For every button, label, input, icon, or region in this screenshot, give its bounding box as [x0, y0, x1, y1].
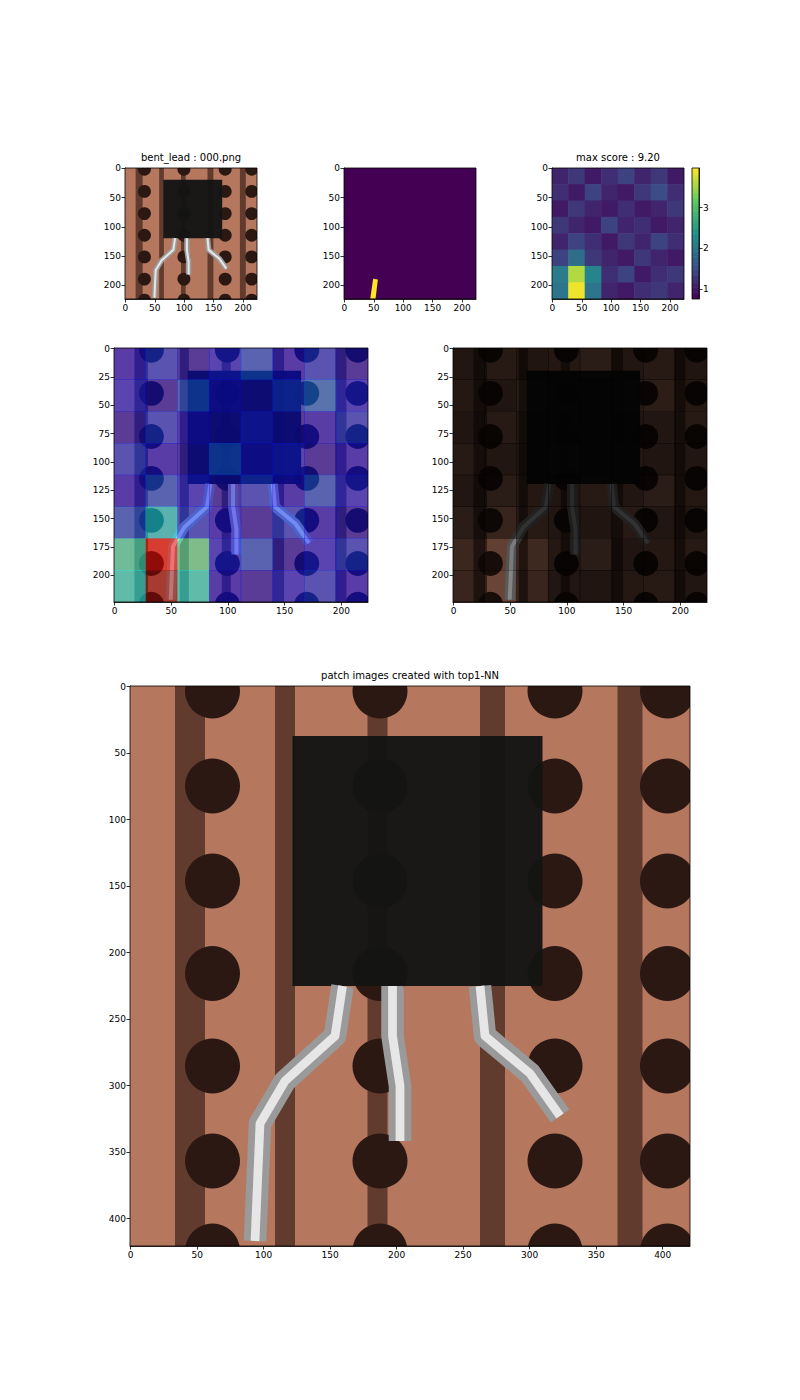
- svg-text:200: 200: [454, 303, 471, 313]
- svg-text:0: 0: [334, 163, 340, 173]
- svg-text:300: 300: [521, 1250, 538, 1260]
- svg-text:150: 150: [432, 514, 449, 524]
- svg-text:150: 150: [632, 303, 649, 313]
- svg-text:75: 75: [438, 429, 449, 439]
- svg-text:100: 100: [323, 222, 340, 232]
- svg-text:250: 250: [109, 1014, 126, 1024]
- svg-text:350: 350: [588, 1250, 605, 1260]
- svg-text:200: 200: [93, 570, 110, 580]
- svg-text:150: 150: [322, 1250, 339, 1260]
- svg-text:200: 200: [531, 280, 548, 290]
- svg-text:1: 1: [703, 284, 709, 294]
- svg-text:75: 75: [99, 429, 110, 439]
- svg-text:0: 0: [341, 303, 347, 313]
- svg-text:100: 100: [432, 457, 449, 467]
- svg-text:50: 50: [438, 400, 450, 410]
- svg-text:100: 100: [395, 303, 412, 313]
- svg-text:100: 100: [176, 303, 193, 313]
- svg-text:100: 100: [531, 222, 548, 232]
- svg-text:175: 175: [432, 542, 449, 552]
- svg-text:0: 0: [120, 682, 126, 692]
- svg-text:200: 200: [323, 280, 340, 290]
- svg-text:50: 50: [110, 193, 122, 203]
- svg-text:200: 200: [235, 303, 252, 313]
- svg-text:150: 150: [424, 303, 441, 313]
- svg-text:50: 50: [115, 748, 127, 758]
- svg-text:150: 150: [276, 606, 293, 616]
- svg-text:patch images created with top1: patch images created with top1-NN: [321, 670, 499, 681]
- svg-text:0: 0: [128, 1250, 134, 1260]
- svg-text:100: 100: [109, 815, 126, 825]
- svg-text:400: 400: [654, 1250, 671, 1260]
- svg-text:2: 2: [703, 243, 709, 253]
- svg-text:200: 200: [104, 280, 121, 290]
- svg-text:125: 125: [93, 485, 110, 495]
- svg-text:3: 3: [703, 203, 709, 213]
- svg-text:max score : 9.20: max score : 9.20: [576, 152, 660, 163]
- svg-text:400: 400: [109, 1214, 126, 1224]
- svg-text:200: 200: [333, 606, 350, 616]
- svg-text:300: 300: [109, 1081, 126, 1091]
- svg-text:200: 200: [662, 303, 679, 313]
- svg-text:150: 150: [104, 251, 121, 261]
- svg-text:150: 150: [109, 881, 126, 891]
- svg-text:125: 125: [432, 485, 449, 495]
- svg-text:bent_lead : 000.png: bent_lead : 000.png: [141, 152, 241, 164]
- svg-text:100: 100: [104, 222, 121, 232]
- svg-text:250: 250: [455, 1250, 472, 1260]
- svg-text:50: 50: [166, 606, 178, 616]
- svg-text:0: 0: [104, 344, 110, 354]
- svg-text:100: 100: [255, 1250, 272, 1260]
- svg-text:200: 200: [672, 606, 689, 616]
- svg-text:150: 150: [205, 303, 222, 313]
- svg-text:0: 0: [451, 606, 457, 616]
- svg-text:50: 50: [149, 303, 161, 313]
- svg-text:100: 100: [603, 303, 620, 313]
- svg-text:100: 100: [558, 606, 575, 616]
- svg-text:25: 25: [99, 372, 110, 382]
- svg-text:50: 50: [576, 303, 588, 313]
- svg-text:150: 150: [615, 606, 632, 616]
- svg-text:0: 0: [549, 303, 555, 313]
- svg-text:0: 0: [542, 163, 548, 173]
- svg-text:0: 0: [115, 163, 121, 173]
- svg-text:200: 200: [388, 1250, 405, 1260]
- svg-text:200: 200: [109, 948, 126, 958]
- svg-text:100: 100: [219, 606, 236, 616]
- svg-text:0: 0: [122, 303, 128, 313]
- svg-text:150: 150: [323, 251, 340, 261]
- svg-text:50: 50: [368, 303, 380, 313]
- svg-text:350: 350: [109, 1147, 126, 1157]
- svg-text:100: 100: [93, 457, 110, 467]
- svg-text:50: 50: [505, 606, 517, 616]
- svg-text:0: 0: [443, 344, 449, 354]
- svg-text:200: 200: [432, 570, 449, 580]
- svg-text:50: 50: [99, 400, 111, 410]
- svg-text:50: 50: [329, 193, 341, 203]
- svg-text:175: 175: [93, 542, 110, 552]
- svg-text:150: 150: [531, 251, 548, 261]
- svg-text:50: 50: [537, 193, 549, 203]
- svg-text:25: 25: [438, 372, 449, 382]
- svg-text:50: 50: [191, 1250, 203, 1260]
- svg-text:150: 150: [93, 514, 110, 524]
- svg-text:0: 0: [112, 606, 118, 616]
